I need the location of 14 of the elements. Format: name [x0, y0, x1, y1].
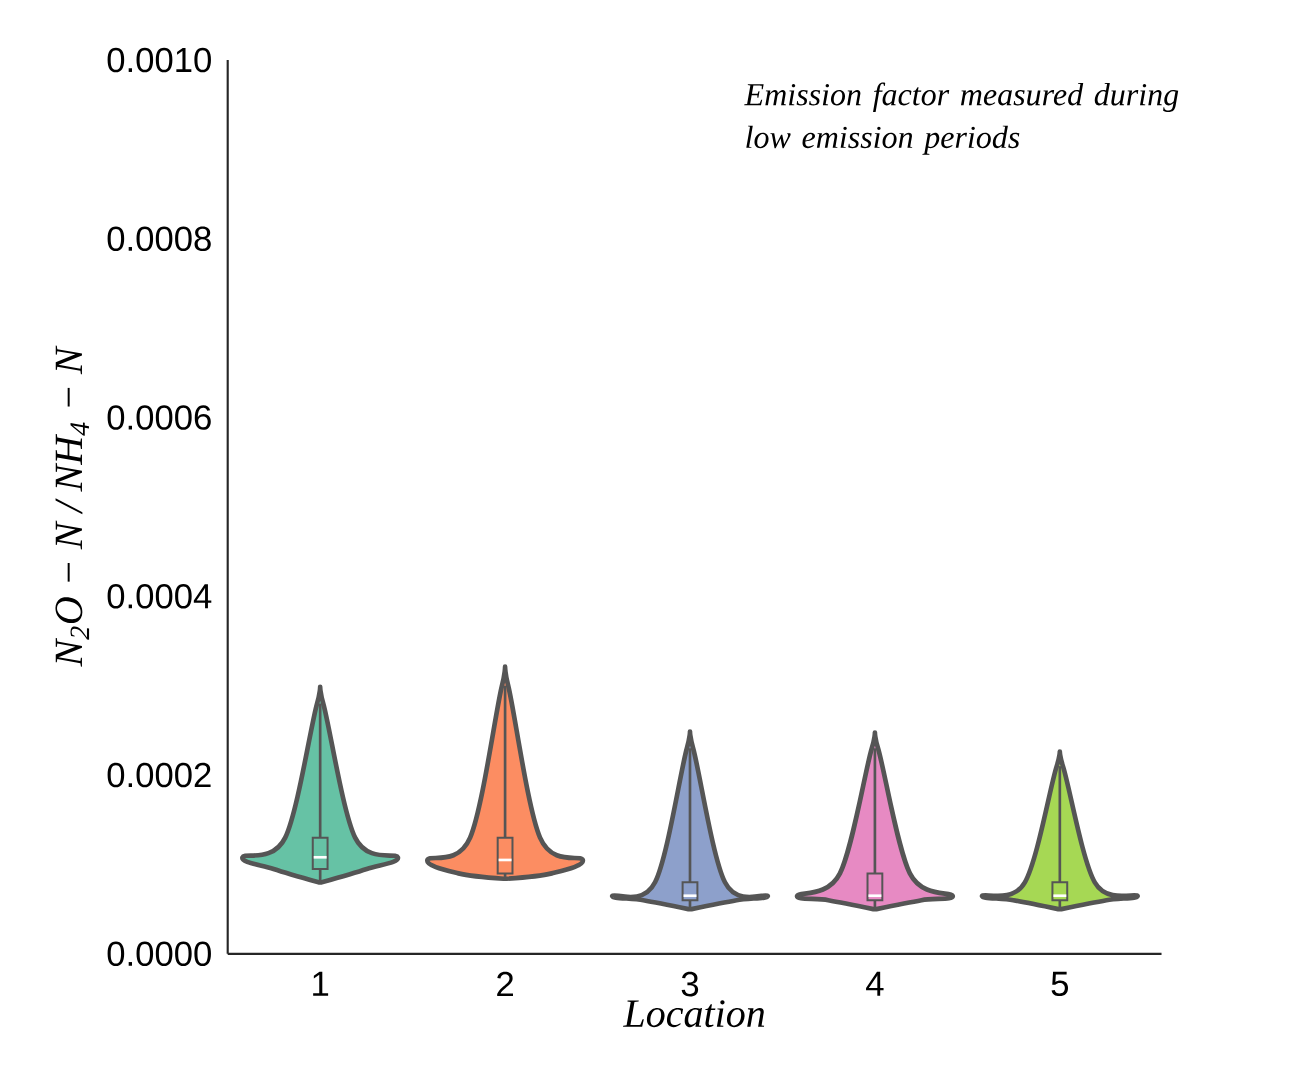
y-tick-label: 0.0002	[107, 762, 211, 788]
y-axis-title: N$_{2}$O − N / NH$_{4}$ − N	[55, 345, 90, 667]
x-tick-label: 5	[1051, 971, 1069, 996]
x-tick-label: 3	[681, 971, 699, 997]
y-tick-label: 0.0000	[107, 941, 211, 966]
annotation: Emission factor measured during low emission periods	[744, 82, 1179, 155]
y-tick-label: 0.0004	[107, 583, 212, 609]
x-tick-label: 1	[313, 971, 329, 996]
y-tick-label: 0.0008	[107, 226, 211, 251]
y-tick-label: 0.0006	[107, 405, 211, 430]
y-tick-label: 0.0010	[107, 47, 211, 73]
x-axis-title: Location	[623, 1000, 765, 1028]
x-tick-label: 2	[497, 971, 513, 996]
x-tick-label: 4	[866, 971, 884, 996]
